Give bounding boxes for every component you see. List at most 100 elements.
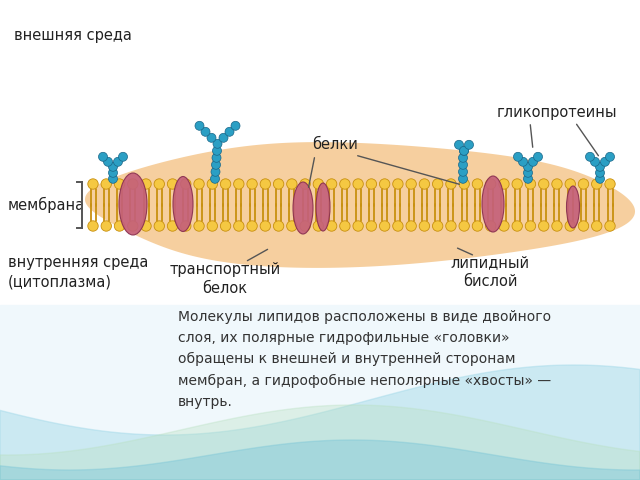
Circle shape bbox=[115, 179, 125, 189]
Circle shape bbox=[194, 221, 204, 231]
Text: Молекулы липидов расположены в виде двойного
слоя, их полярные гидрофильные «гол: Молекулы липидов расположены в виде двой… bbox=[178, 310, 551, 409]
Circle shape bbox=[313, 179, 324, 189]
Circle shape bbox=[591, 157, 600, 166]
Circle shape bbox=[212, 153, 221, 162]
Circle shape bbox=[460, 146, 468, 156]
Circle shape bbox=[513, 152, 522, 161]
Circle shape bbox=[459, 179, 469, 189]
Text: липидный
бислой: липидный бислой bbox=[451, 255, 529, 289]
Circle shape bbox=[393, 221, 403, 231]
Circle shape bbox=[201, 127, 210, 136]
Text: транспортный
белок: транспортный белок bbox=[170, 262, 280, 296]
Circle shape bbox=[380, 179, 390, 189]
Circle shape bbox=[524, 168, 532, 177]
Circle shape bbox=[433, 179, 443, 189]
Text: гликопротеины: гликопротеины bbox=[497, 105, 618, 120]
Bar bbox=[0, 0, 640, 305]
Circle shape bbox=[552, 179, 562, 189]
Circle shape bbox=[113, 157, 122, 166]
Ellipse shape bbox=[119, 173, 147, 235]
Circle shape bbox=[406, 221, 417, 231]
Circle shape bbox=[234, 179, 244, 189]
Circle shape bbox=[458, 160, 467, 169]
Circle shape bbox=[406, 179, 417, 189]
Circle shape bbox=[211, 160, 221, 169]
Circle shape bbox=[433, 221, 443, 231]
Circle shape bbox=[154, 221, 164, 231]
Text: внешняя среда: внешняя среда bbox=[14, 28, 132, 43]
Circle shape bbox=[109, 174, 118, 183]
Circle shape bbox=[231, 121, 240, 130]
Circle shape bbox=[234, 221, 244, 231]
Circle shape bbox=[366, 221, 376, 231]
Circle shape bbox=[525, 179, 536, 189]
Circle shape bbox=[458, 153, 467, 162]
Circle shape bbox=[99, 152, 108, 161]
Circle shape bbox=[213, 139, 222, 148]
Circle shape bbox=[565, 221, 575, 231]
Circle shape bbox=[154, 179, 164, 189]
Circle shape bbox=[605, 152, 614, 161]
Circle shape bbox=[287, 221, 297, 231]
Circle shape bbox=[219, 133, 228, 142]
Circle shape bbox=[220, 179, 231, 189]
Circle shape bbox=[207, 221, 218, 231]
Circle shape bbox=[118, 152, 127, 161]
Circle shape bbox=[195, 121, 204, 130]
Circle shape bbox=[88, 221, 98, 231]
Circle shape bbox=[167, 179, 178, 189]
Circle shape bbox=[225, 127, 234, 136]
Circle shape bbox=[595, 162, 605, 171]
Circle shape bbox=[445, 221, 456, 231]
Circle shape bbox=[454, 140, 463, 149]
Circle shape bbox=[287, 179, 297, 189]
Circle shape bbox=[518, 157, 527, 166]
Circle shape bbox=[586, 152, 595, 161]
Circle shape bbox=[419, 221, 429, 231]
Circle shape bbox=[300, 221, 310, 231]
Circle shape bbox=[211, 168, 220, 176]
Text: белки: белки bbox=[312, 137, 358, 152]
Circle shape bbox=[460, 146, 468, 156]
Circle shape bbox=[127, 221, 138, 231]
Circle shape bbox=[486, 179, 496, 189]
Circle shape bbox=[141, 179, 151, 189]
Circle shape bbox=[104, 157, 113, 166]
Circle shape bbox=[472, 221, 483, 231]
Circle shape bbox=[180, 179, 191, 189]
Circle shape bbox=[141, 221, 151, 231]
Circle shape bbox=[524, 174, 532, 183]
Circle shape bbox=[552, 221, 562, 231]
Circle shape bbox=[393, 179, 403, 189]
Circle shape bbox=[211, 174, 220, 183]
Circle shape bbox=[115, 221, 125, 231]
Circle shape bbox=[472, 179, 483, 189]
Circle shape bbox=[380, 221, 390, 231]
Bar bbox=[0, 305, 640, 480]
Circle shape bbox=[591, 221, 602, 231]
Circle shape bbox=[101, 179, 111, 189]
Circle shape bbox=[260, 179, 271, 189]
Circle shape bbox=[419, 179, 429, 189]
Circle shape bbox=[538, 179, 549, 189]
Circle shape bbox=[101, 221, 111, 231]
Circle shape bbox=[459, 221, 469, 231]
Circle shape bbox=[247, 179, 257, 189]
Circle shape bbox=[212, 146, 221, 156]
Ellipse shape bbox=[173, 177, 193, 231]
Circle shape bbox=[486, 221, 496, 231]
Circle shape bbox=[313, 221, 324, 231]
Circle shape bbox=[109, 162, 118, 171]
Circle shape bbox=[512, 179, 522, 189]
Circle shape bbox=[579, 221, 589, 231]
Circle shape bbox=[207, 179, 218, 189]
Circle shape bbox=[88, 179, 98, 189]
Circle shape bbox=[353, 221, 364, 231]
Circle shape bbox=[326, 179, 337, 189]
Ellipse shape bbox=[482, 176, 504, 232]
Circle shape bbox=[529, 157, 538, 166]
Circle shape bbox=[465, 140, 474, 149]
Circle shape bbox=[579, 179, 589, 189]
Circle shape bbox=[595, 174, 605, 183]
Circle shape bbox=[525, 221, 536, 231]
